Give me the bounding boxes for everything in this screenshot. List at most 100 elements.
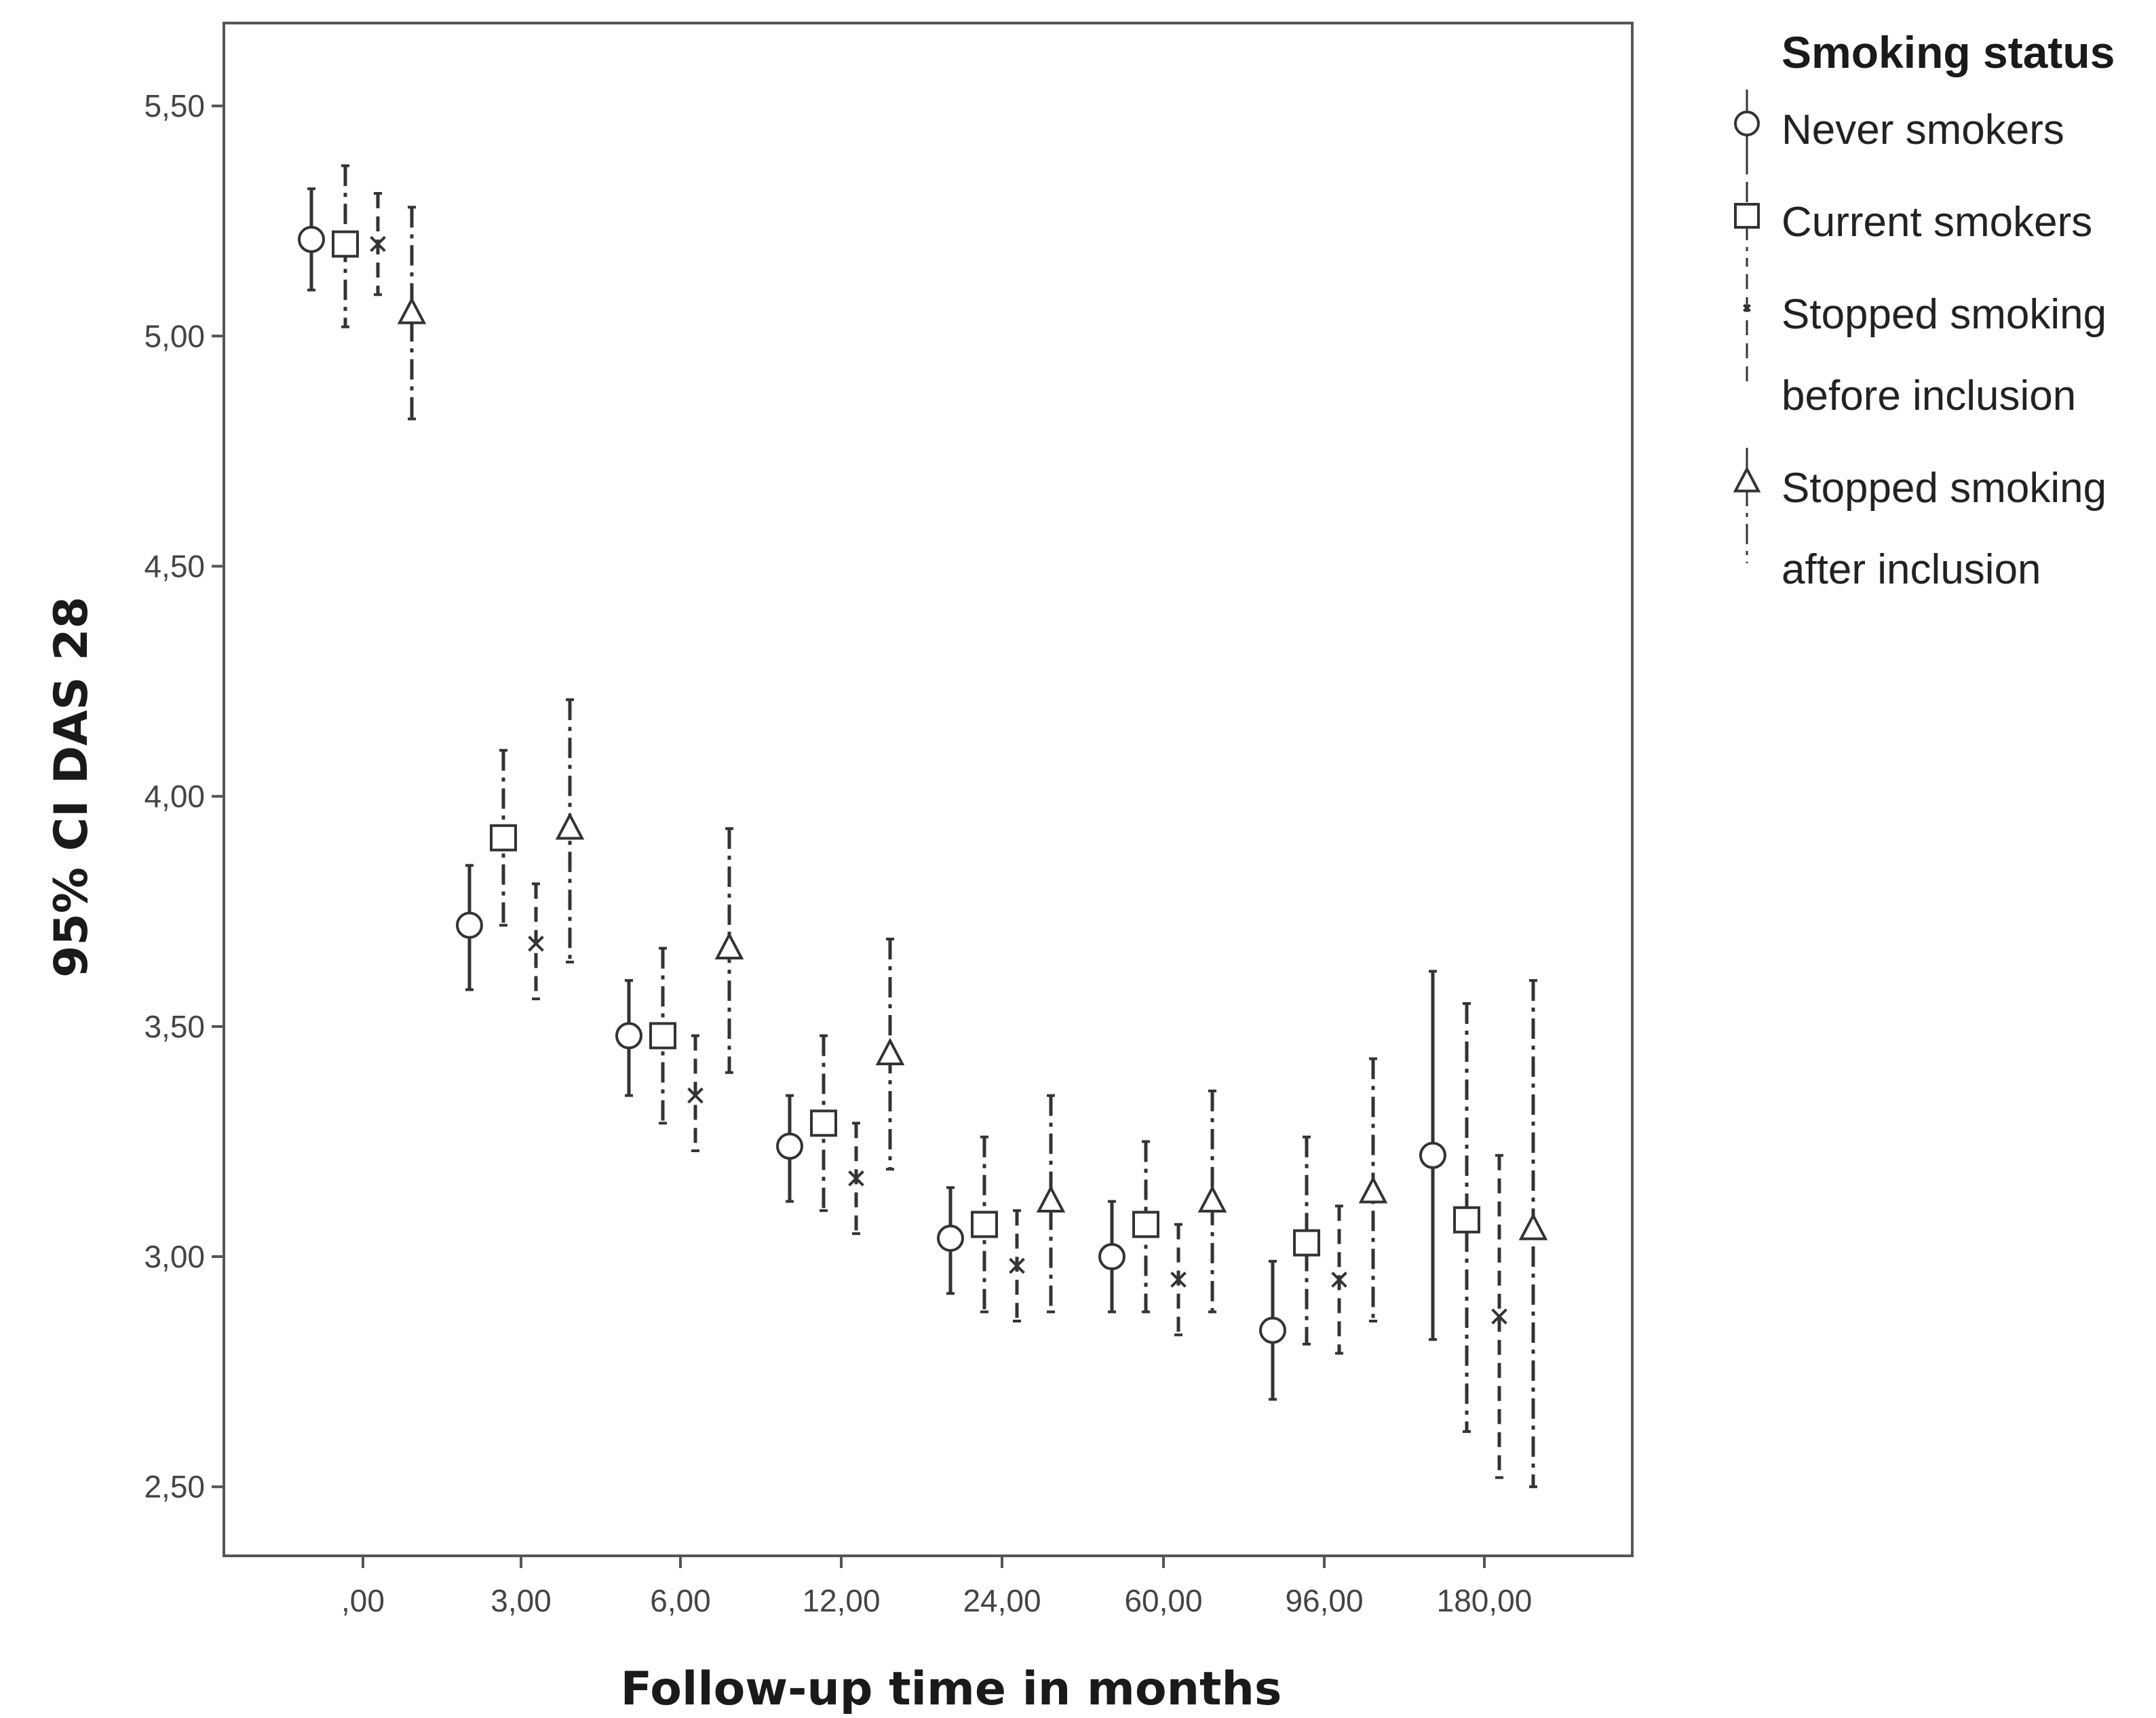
- circle-marker: [776, 1132, 803, 1160]
- error-bar: [776, 1094, 803, 1203]
- triangle-marker: [555, 812, 585, 840]
- x-tick-label: 96,00: [1285, 1583, 1363, 1618]
- x-marker: [528, 935, 544, 952]
- series-layer: [298, 164, 1548, 1489]
- legend-entry: Stopped smoking before inclusion: [1743, 274, 2106, 419]
- circle-marker: [1259, 1316, 1286, 1344]
- error-bar: [615, 979, 642, 1097]
- circle-marker: [1098, 1243, 1125, 1271]
- error-bar: [1518, 979, 1548, 1489]
- legend-label: Stopped smoking: [1782, 291, 2106, 338]
- x-marker: [687, 1087, 704, 1104]
- x-marker: [1743, 304, 1751, 312]
- circle-marker: [615, 1022, 642, 1050]
- error-bar: [1009, 1209, 1025, 1323]
- circle-marker: [1734, 111, 1760, 136]
- x-marker: [848, 1170, 864, 1187]
- legend-label: Never smokers: [1782, 107, 2064, 153]
- legend-entry: Stopped smoking after inclusion: [1733, 448, 2106, 593]
- error-bar: [1419, 970, 1446, 1341]
- x-axis-title: Follow-up time in months: [621, 1662, 1282, 1716]
- x-marker: [370, 235, 386, 252]
- error-bar: [555, 698, 585, 963]
- y-tick-label: 5,00: [144, 318, 205, 354]
- error-bar: [714, 827, 744, 1074]
- square-marker: [1734, 203, 1760, 229]
- legend-label: Stopped smoking: [1782, 465, 2106, 512]
- x-marker: [1491, 1308, 1507, 1325]
- legend-label: before inclusion: [1782, 373, 2076, 419]
- error-bar: [1170, 1223, 1187, 1337]
- square-marker: [1132, 1210, 1159, 1238]
- y-tick-label: 4,00: [144, 779, 205, 814]
- error-bar: [1453, 1001, 1480, 1433]
- legend-title: Smoking status: [1782, 27, 2115, 77]
- y-axis-title: 95% CI DAS 28: [45, 596, 98, 978]
- triangle-marker: [397, 297, 427, 324]
- error-bar: [456, 864, 483, 991]
- error-bar: [810, 1034, 837, 1213]
- triangle-marker: [1733, 466, 1761, 493]
- series-x: [370, 192, 1507, 1479]
- x-tick-label: ,00: [341, 1583, 385, 1618]
- error-bar: [687, 1034, 704, 1153]
- error-bar: [1491, 1153, 1507, 1479]
- x-tick-label: 6,00: [650, 1583, 711, 1618]
- legend-entry: Never smokers: [1734, 90, 2064, 174]
- error-bar: [848, 1122, 864, 1236]
- legend-entry: Current smokers: [1734, 182, 2092, 267]
- triangle-marker: [1036, 1185, 1066, 1213]
- error-bar: [1036, 1094, 1066, 1314]
- error-bar: [649, 947, 676, 1125]
- error-bar: [1358, 1057, 1388, 1323]
- legend-entries: Never smokers Current smokers Stopped smok…: [1733, 90, 2106, 593]
- error-bar: [1293, 1135, 1320, 1345]
- y-axis: 2,50 3,00 3,50 4,00 4,50 5,00 5,50: [144, 88, 224, 1504]
- plot-frame: [223, 22, 1634, 1557]
- x-axis: ,00 3,00 6,00 12,00 24,00 60,00 96,00 180,00: [341, 1556, 1532, 1618]
- error-bar: [937, 1186, 964, 1295]
- triangle-marker: [1518, 1213, 1548, 1240]
- square-marker: [1293, 1229, 1320, 1257]
- legend: Smoking status Never smokers Current smok…: [1733, 27, 2115, 593]
- x-tick-label: 60,00: [1124, 1583, 1202, 1618]
- error-bar: [1132, 1140, 1159, 1314]
- error-bar: [397, 206, 427, 421]
- triangle-marker: [714, 932, 744, 959]
- error-bar: [332, 164, 359, 328]
- x-tick-label: 24,00: [963, 1583, 1041, 1618]
- circle-marker: [1419, 1141, 1446, 1169]
- circle-marker: [298, 225, 325, 253]
- y-tick-label: 2,50: [144, 1469, 205, 1504]
- circle-marker: [937, 1224, 964, 1252]
- square-marker: [971, 1210, 998, 1238]
- error-bar: [1098, 1200, 1125, 1314]
- error-bar: [1259, 1259, 1286, 1401]
- series-circle: [298, 187, 1446, 1401]
- x-marker: [1170, 1272, 1187, 1288]
- x-marker: [1009, 1257, 1025, 1274]
- circle-marker: [456, 911, 483, 939]
- x-tick-label: 12,00: [802, 1583, 880, 1618]
- x-marker: [1331, 1272, 1347, 1288]
- triangle-marker: [875, 1037, 905, 1065]
- series-square: [332, 164, 1480, 1433]
- y-tick-label: 3,50: [144, 1009, 205, 1044]
- y-tick-label: 3,00: [144, 1239, 205, 1274]
- error-bar: [1197, 1089, 1227, 1314]
- square-marker: [810, 1109, 837, 1137]
- triangle-marker: [1197, 1185, 1227, 1213]
- error-bar: [490, 748, 517, 927]
- error-bar: [528, 882, 544, 1001]
- legend-label: after inclusion: [1782, 546, 2041, 593]
- series-triangle: [397, 206, 1548, 1489]
- y-tick-label: 4,50: [144, 548, 205, 584]
- triangle-marker: [1358, 1175, 1388, 1204]
- error-bar: [370, 192, 386, 297]
- square-marker: [490, 824, 517, 852]
- error-bar: [875, 937, 905, 1171]
- legend-label: Current smokers: [1782, 199, 2092, 246]
- square-marker: [1453, 1206, 1480, 1234]
